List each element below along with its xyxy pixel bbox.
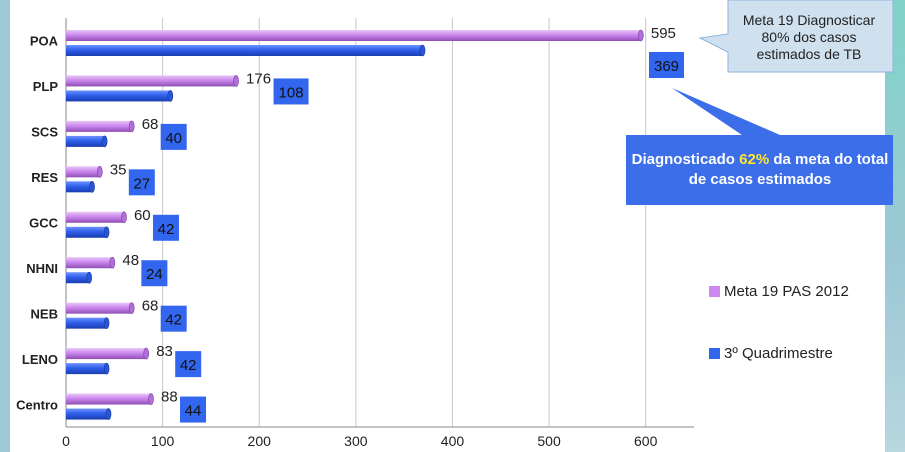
bar-quadrimestre	[66, 135, 105, 147]
x-tick-label: 600	[634, 433, 658, 449]
bar-quadrimestre	[66, 45, 423, 56]
category-label: POA	[30, 34, 59, 49]
bar-meta-cap	[97, 166, 103, 178]
data-label-quadrimestre: 40	[165, 130, 182, 147]
data-label-quadrimestre: 369	[654, 58, 679, 75]
data-label-meta: 595	[651, 25, 676, 42]
data-label-box	[141, 260, 168, 287]
bar-quadrimestre-cap	[101, 135, 108, 148]
bar-quadrimestre	[66, 226, 107, 238]
bar-quadrimestre	[66, 408, 109, 420]
bar-meta	[66, 75, 237, 87]
bar-quadrimestre	[66, 363, 107, 375]
data-label-quadrimestre: 42	[158, 221, 175, 238]
category-label: SCS	[31, 125, 58, 140]
result-text-after: da meta do total de casos estimados	[688, 151, 889, 188]
data-label-meta: 176	[246, 70, 271, 87]
bar-meta	[66, 211, 124, 223]
background-strip	[885, 0, 905, 452]
data-label-meta: 48	[122, 252, 139, 269]
x-tick-label: 0	[62, 433, 70, 449]
category-label: Centro	[16, 397, 58, 412]
data-label-meta: 68	[142, 298, 159, 315]
x-tick-label: 500	[537, 433, 561, 449]
bar-meta-cap	[128, 120, 135, 133]
category-label: LENO	[22, 352, 58, 367]
target-note-text: Meta 19 Diagnosticar 80% dos casos estim…	[742, 12, 876, 62]
bar-meta-cap	[148, 393, 154, 405]
x-tick-label: 400	[441, 433, 465, 449]
data-label-meta: 68	[142, 116, 159, 133]
target-note-bubble	[698, 0, 894, 73]
legend-label-quadrimestre: 3º Quadrimestre	[724, 345, 833, 362]
result-callout-text: Diagnosticado 62% da meta do total de ca…	[630, 150, 890, 190]
bar-quadrimestre	[66, 317, 107, 329]
bar-quadrimestre	[66, 90, 171, 102]
bar-meta	[66, 30, 641, 41]
legend-label-meta: Meta 19 PAS 2012	[724, 283, 849, 300]
x-tick-label: 100	[151, 433, 175, 449]
bar-meta-cap	[121, 211, 127, 224]
bar-meta	[66, 348, 147, 360]
data-label-quadrimestre: 42	[180, 357, 197, 374]
data-label-box	[160, 123, 187, 150]
category-label: GCC	[29, 216, 59, 231]
bar-meta-cap	[143, 347, 149, 360]
data-label-quadrimestre: 24	[146, 266, 163, 283]
result-text-before: Diagnosticado	[631, 151, 740, 168]
legend-swatch-meta	[709, 286, 720, 297]
category-label: NHNI	[26, 261, 58, 276]
x-tick-label: 200	[248, 433, 272, 449]
bar-meta	[66, 257, 113, 269]
bar-quadrimestre	[66, 272, 90, 284]
bar-meta-cap	[128, 302, 135, 314]
bar-meta	[66, 120, 132, 132]
x-tick-label: 300	[344, 433, 368, 449]
bar-meta-cap	[638, 29, 644, 42]
category-label: PLP	[33, 79, 59, 94]
result-highlight: 62%	[739, 151, 770, 168]
data-label-meta: 35	[110, 161, 127, 178]
result-callout	[626, 88, 893, 205]
bar-quadrimestre-cap	[419, 44, 426, 57]
bar-meta-cap	[109, 256, 116, 269]
category-label: NEB	[31, 306, 58, 321]
bar-quadrimestre-cap	[167, 90, 174, 102]
data-label-quadrimestre: 44	[185, 403, 202, 420]
bar-meta	[66, 166, 100, 178]
legend-item-quadrimestre: 3º Quadrimestre	[709, 345, 833, 362]
data-label-box	[180, 396, 207, 423]
bar-quadrimestre-cap	[86, 271, 92, 284]
data-label-quadrimestre: 27	[133, 175, 150, 192]
legend-item-meta: Meta 19 PAS 2012	[709, 283, 849, 300]
bar-quadrimestre	[66, 181, 93, 193]
bar-quadrimestre-cap	[89, 181, 95, 193]
bar-quadrimestre-cap	[105, 408, 112, 420]
data-label-quadrimestre: 42	[165, 312, 182, 329]
data-label-box	[273, 78, 309, 105]
data-label-box	[160, 305, 187, 332]
data-label-meta: 60	[134, 207, 151, 224]
data-label-box	[649, 52, 684, 78]
bar-quadrimestre-cap	[103, 317, 110, 329]
bar-meta	[66, 393, 152, 405]
data-label-box	[152, 214, 179, 241]
data-label-box	[175, 351, 202, 378]
data-label-meta: 83	[156, 343, 173, 360]
data-label-quadrimestre: 108	[279, 84, 304, 101]
data-label-meta: 88	[161, 389, 178, 406]
category-label: RES	[31, 170, 58, 185]
legend-swatch-quadrimestre	[709, 348, 720, 359]
bar-quadrimestre-cap	[103, 362, 110, 375]
bar-meta-cap	[233, 75, 239, 87]
bar-quadrimestre-cap	[103, 226, 110, 239]
data-label-box	[128, 169, 155, 196]
bar-meta	[66, 302, 132, 314]
